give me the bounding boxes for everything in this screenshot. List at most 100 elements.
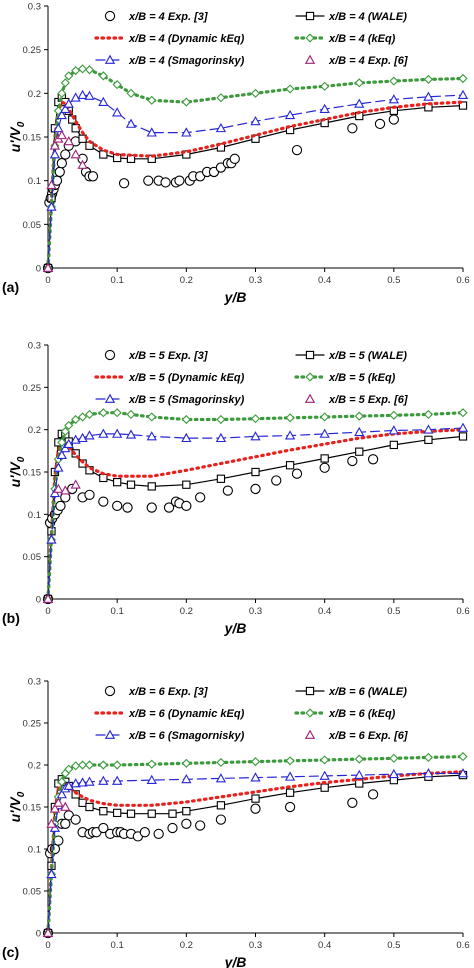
data-point <box>87 171 99 182</box>
x-tick-label: 0.4 <box>318 606 331 617</box>
data-point <box>71 414 81 425</box>
panel-label: (b) <box>2 610 20 626</box>
data-point <box>70 149 81 159</box>
data-point <box>423 768 434 778</box>
series-1 <box>42 454 379 605</box>
series-line <box>46 770 465 935</box>
data-point <box>60 485 71 495</box>
legend-label: x/B = 5 (Dynamic kEq) <box>128 372 245 384</box>
data-point <box>285 461 295 470</box>
legend-entry-2: x/B = 6 (WALE) <box>295 686 407 698</box>
x-tick-label: 0.6 <box>456 275 469 286</box>
data-point <box>98 760 108 770</box>
data-point <box>60 426 70 436</box>
data-point <box>70 479 81 489</box>
data-point <box>147 759 157 769</box>
x-tick-label: 0.4 <box>318 275 331 286</box>
data-point <box>126 809 136 818</box>
data-point <box>457 422 469 432</box>
data-point <box>423 409 433 420</box>
data-point <box>182 480 191 489</box>
series-4 <box>43 752 468 938</box>
data-point <box>57 88 67 98</box>
data-point <box>319 428 330 438</box>
data-point <box>60 801 71 811</box>
data-point <box>146 127 157 137</box>
data-point <box>71 66 81 76</box>
data-point <box>251 134 260 143</box>
x-axis-label: y/B <box>224 620 247 636</box>
data-point <box>139 827 150 838</box>
legend-label: x/B = 5 Exp. [3] <box>128 350 208 362</box>
x-tick-label: 0.3 <box>249 275 262 286</box>
legend-marker <box>305 686 315 696</box>
data-point <box>85 802 94 812</box>
data-point <box>389 76 399 86</box>
data-point <box>56 158 67 169</box>
legend-label: x/B = 5 Exp. [6] <box>328 394 408 406</box>
y-axis-label-subscript: 0 <box>16 121 27 127</box>
series-line <box>46 428 465 601</box>
x-tick-label: 0.5 <box>387 940 400 951</box>
legend-label: x/B = 6 Exp. [6] <box>328 730 408 742</box>
data-point <box>147 809 156 818</box>
series-6 <box>42 479 81 603</box>
data-point <box>423 424 434 434</box>
data-point <box>182 150 191 159</box>
data-point <box>167 822 178 834</box>
data-point <box>320 81 330 91</box>
data-point <box>389 440 398 450</box>
legend-marker <box>305 372 315 382</box>
data-point <box>215 773 227 783</box>
data-point <box>42 262 54 272</box>
data-point <box>195 492 206 503</box>
data-point <box>98 428 109 438</box>
legend-entry-6: x/B = 5 Exp. [6] <box>304 393 408 406</box>
data-point <box>168 809 177 818</box>
data-point <box>271 475 282 486</box>
data-point <box>181 414 191 425</box>
data-point <box>215 432 227 443</box>
legend-label: x/B = 4 (Smagorinsky) <box>128 55 245 67</box>
data-point <box>46 818 57 828</box>
data-point <box>77 777 88 787</box>
data-point <box>98 96 109 106</box>
data-point <box>63 780 74 790</box>
data-point <box>78 64 88 74</box>
data-point <box>70 778 81 788</box>
data-point <box>250 431 261 441</box>
data-point <box>147 482 156 491</box>
series-1 <box>42 114 399 274</box>
legend-entry-5: x/B = 5 (Smagorinsky) <box>95 393 245 406</box>
series-5 <box>42 422 469 603</box>
data-point <box>216 414 226 425</box>
data-point <box>388 114 399 125</box>
data-point <box>63 136 74 146</box>
legend-label: x/B = 6 (Dynamic kEq) <box>128 708 245 720</box>
legend-label: x/B = 6 Exp. [3] <box>128 686 208 698</box>
data-point <box>457 89 469 99</box>
legend-entry-5: x/B = 4 (Smagorinsky) <box>95 54 245 67</box>
data-point <box>126 480 136 489</box>
series-line <box>46 67 465 270</box>
data-point <box>53 122 64 133</box>
data-point <box>389 753 399 763</box>
y-tick-label: 0 <box>36 264 41 275</box>
data-point <box>367 789 379 800</box>
data-point <box>99 807 108 816</box>
data-point <box>195 820 206 831</box>
data-point <box>215 122 227 133</box>
data-point <box>424 435 433 444</box>
data-point <box>347 455 358 467</box>
y-tick-label: 0.15 <box>23 803 42 814</box>
data-point <box>423 91 434 101</box>
chart-panel-1: 0 0.05 0.1 0.15 0.2 0.25 0.3 0 0.1 0.2 0.3 0.4 0.5 0.… <box>2 2 470 306</box>
data-point <box>64 420 74 431</box>
y-tick-label: 0.3 <box>28 677 41 688</box>
data-point <box>60 103 71 113</box>
data-point <box>182 807 191 816</box>
data-point <box>60 78 70 88</box>
legend-marker <box>305 11 315 21</box>
data-point <box>84 90 95 100</box>
data-point <box>285 756 295 766</box>
